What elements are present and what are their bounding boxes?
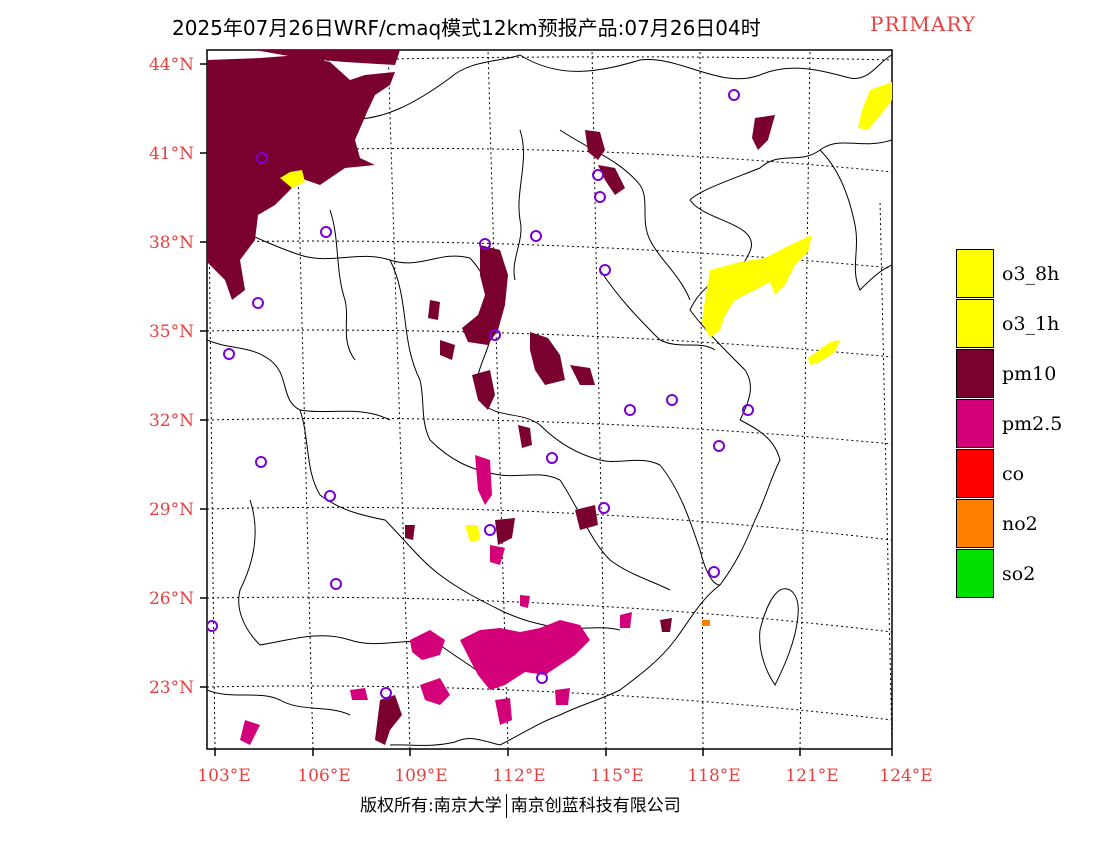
legend-label: o3_8h xyxy=(1002,263,1060,285)
station-markers xyxy=(207,89,754,699)
lon-label-106: 106°E xyxy=(297,766,350,786)
footer-separator xyxy=(505,794,507,818)
legend-swatch xyxy=(956,249,994,298)
lon-label-109: 109°E xyxy=(394,766,447,786)
lat-label-38: 38°N xyxy=(149,233,194,253)
legend-label: so2 xyxy=(1002,563,1036,585)
legend-item-pm25: pm2.5 xyxy=(956,399,1096,449)
lat-label-26: 26°N xyxy=(149,589,194,609)
latitude-labels: 44°N 41°N 38°N 35°N 32°N 29°N 26°N 23°N xyxy=(149,55,194,698)
legend-label: o3_1h xyxy=(1002,313,1060,335)
lat-label-35: 35°N xyxy=(149,322,194,342)
pm25-regions xyxy=(240,455,632,745)
legend-label: co xyxy=(1002,463,1025,485)
legend-item-no2: no2 xyxy=(956,499,1096,549)
copyright-right: 南京创蓝科技有限公司 xyxy=(510,796,681,816)
lon-label-115: 115°E xyxy=(590,766,643,786)
legend-swatch xyxy=(956,299,994,348)
legend-item-so2: so2 xyxy=(956,549,1096,599)
lat-label-41: 41°N xyxy=(149,144,194,164)
legend-item-co: co xyxy=(956,449,1096,499)
legend-label: pm10 xyxy=(1002,363,1057,385)
legend-item-o3-1h: o3_1h xyxy=(956,299,1096,349)
legend-swatch xyxy=(956,499,994,548)
lat-label-32: 32°N xyxy=(149,411,194,431)
no2-region xyxy=(702,620,710,626)
frame-ticks xyxy=(200,63,893,756)
lon-label-103: 103°E xyxy=(197,766,250,786)
o3-regions xyxy=(280,82,892,542)
lat-label-29: 29°N xyxy=(149,500,194,520)
legend-label: pm2.5 xyxy=(1002,413,1063,435)
legend-swatch xyxy=(956,349,994,398)
pm10-regions xyxy=(207,50,775,745)
lat-label-44: 44°N xyxy=(149,55,194,75)
legend-swatch xyxy=(956,549,994,598)
legend-item-pm10: pm10 xyxy=(956,349,1096,399)
copyright-footer: 版权所有:南京大学 南京创蓝科技有限公司 xyxy=(360,791,681,818)
pollutant-type-tag: PRIMARY xyxy=(870,12,976,36)
lon-label-121: 121°E xyxy=(785,766,838,786)
legend-item-o3-8h: o3_8h xyxy=(956,249,1096,299)
legend-label: no2 xyxy=(1002,513,1038,535)
lon-label-112: 112°E xyxy=(492,766,545,786)
copyright-left: 版权所有:南京大学 xyxy=(360,796,502,816)
lat-label-23: 23°N xyxy=(149,678,194,698)
longitude-labels: 103°E 106°E 109°E 112°E 115°E 118°E 121°… xyxy=(197,766,932,786)
legend-swatch xyxy=(956,449,994,498)
lon-label-124: 124°E xyxy=(879,766,932,786)
lon-label-118: 118°E xyxy=(687,766,740,786)
map-title: 2025年07月26日WRF/cmaq模式12km预报产品:07月26日04时 xyxy=(172,16,761,40)
legend-swatch xyxy=(956,399,994,448)
